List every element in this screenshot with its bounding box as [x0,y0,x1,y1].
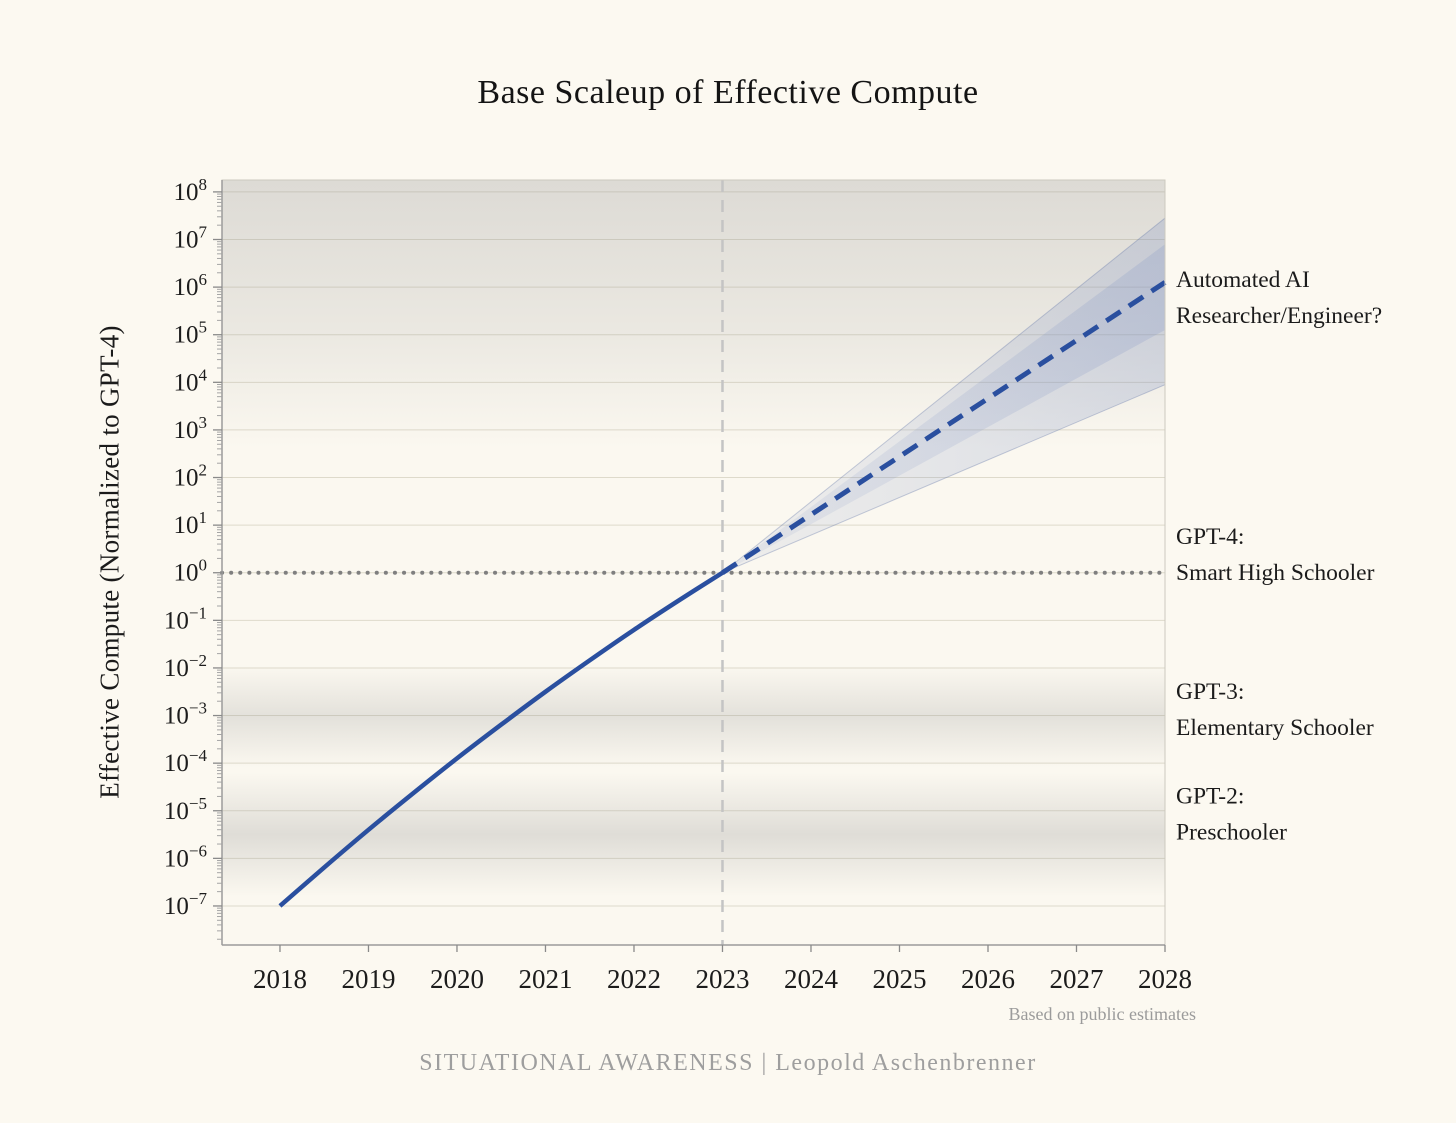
y-tick-label: 105 [174,318,208,349]
x-tick-label: 2018 [253,964,307,994]
gpt4-label: GPT-4: Smart High Schooler [1176,524,1375,586]
y-tick-label: 107 [174,223,208,254]
x-tick-label: 2020 [430,964,484,994]
y-tick-label: 106 [174,270,208,301]
chart-title: Base Scaleup of Effective Compute [477,74,979,111]
x-tick-label: 2021 [518,964,572,994]
y-tick-label: 10−6 [164,841,207,872]
y-tick-label: 101 [174,508,208,539]
x-tick-label: 2025 [872,964,926,994]
automated-ai-label: Automated AI Researcher/Engineer? [1176,267,1382,329]
uncertainty-cone-inner [722,244,1165,573]
y-tick-label: 108 [174,175,208,206]
gpt3-label: GPT-3: Elementary Schooler [1176,679,1374,741]
x-tick-label: 2027 [1049,964,1103,994]
y-tick-label: 10−4 [164,746,208,777]
footer-attribution: SITUATIONAL AWARENESS | Leopold Aschenbr… [419,1050,1037,1076]
gpt3-band [222,665,1165,768]
y-tick-label: 102 [174,461,208,492]
y-tick-label: 104 [174,365,208,396]
y-tick-label: 10−2 [164,651,207,682]
x-tick-label: 2019 [341,964,395,994]
x-tick-label: 2028 [1138,964,1192,994]
historical-line [278,570,724,908]
y-tick-label: 103 [174,413,208,444]
x-tick-label: 2023 [695,964,749,994]
y-tick-label: 10−1 [164,603,207,634]
source-note: Based on public estimates [1008,1004,1196,1024]
x-tick-label: 2022 [607,964,661,994]
x-tick-label: 2024 [784,964,839,994]
y-tick-label: 10−7 [164,889,208,920]
y-tick-label: 100 [174,556,208,587]
x-tick-label: 2026 [961,964,1015,994]
y-tick-label: 10−5 [164,794,207,825]
gpt2-label: GPT-2: Preschooler [1176,784,1287,846]
y-axis-title: Effective Compute (Normalized to GPT-4) [94,325,125,799]
y-tick-label: 10−3 [164,699,207,730]
gpt2-band [222,772,1165,897]
